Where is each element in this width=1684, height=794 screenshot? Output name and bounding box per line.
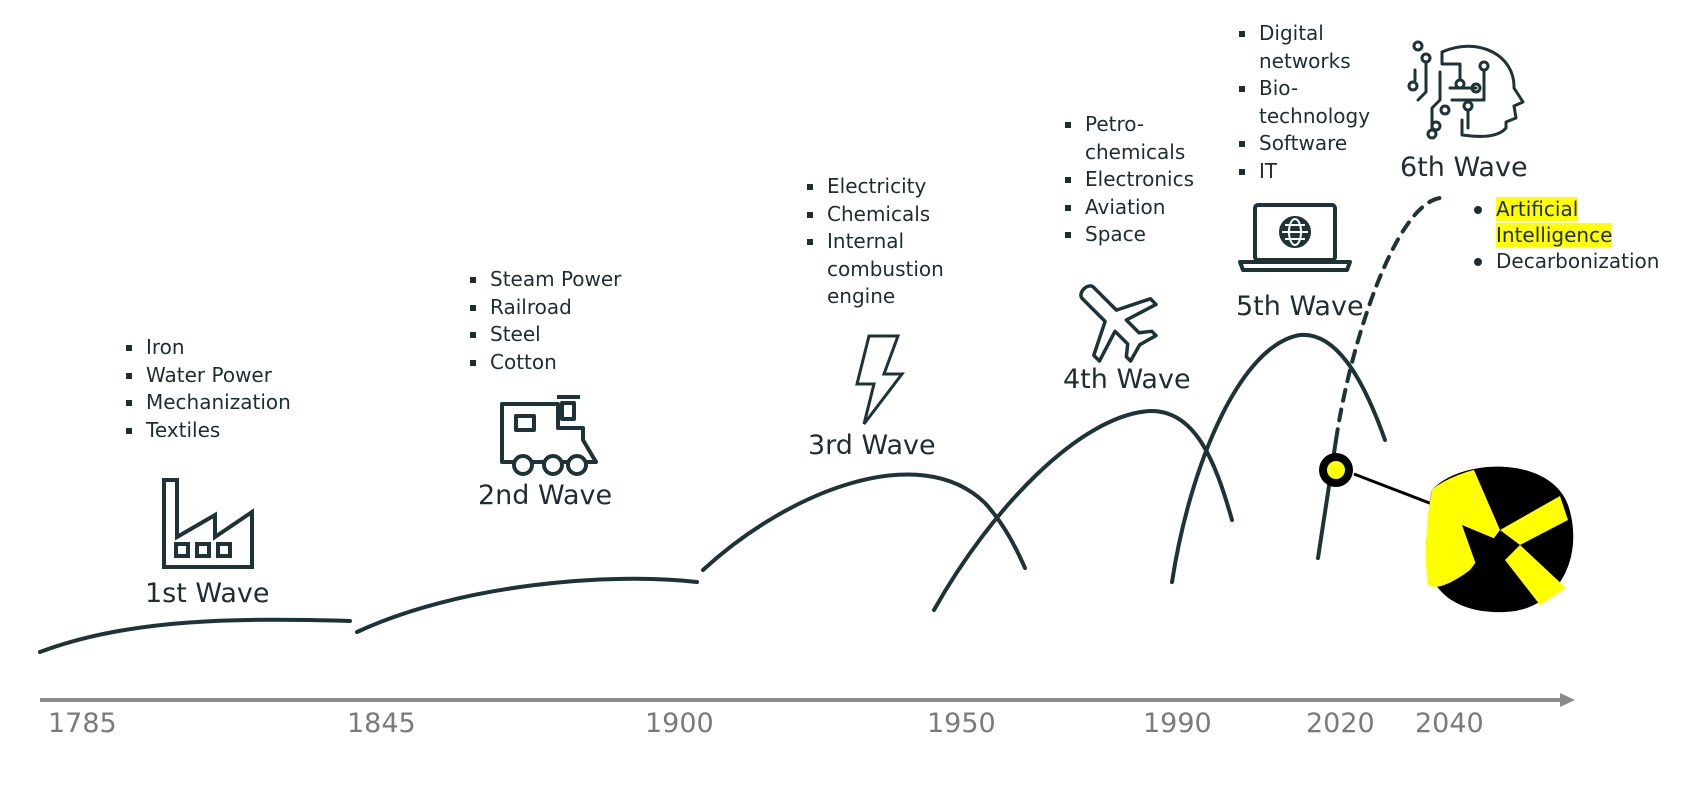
year-label-1900: 1900 [645, 708, 714, 739]
lightning-icon [855, 334, 906, 425]
wave-5-label: 5th Wave [1236, 291, 1364, 322]
brand-logo-icon [1425, 466, 1574, 613]
train-icon [500, 395, 598, 476]
wave-6-items: Artificial Intelligence Decarbonization [1474, 196, 1674, 274]
wave-4-curve [932, 408, 1234, 612]
year-label-2020: 2020 [1306, 708, 1375, 739]
list-item: Internal combustion engine [805, 228, 945, 311]
wave-1-curve [38, 617, 352, 654]
highlighted-text: Artificial Intelligence [1496, 197, 1613, 247]
wave-4-label: 4th Wave [1063, 364, 1191, 395]
list-item: Iron [124, 334, 291, 362]
list-item: Digital networks [1237, 20, 1362, 75]
wave-5-items: Digital networks Bio-technology Software… [1237, 20, 1370, 186]
wave-3-items: Electricity Chemicals Internal combustio… [805, 173, 945, 311]
wave-6-curve-dashed [1334, 196, 1442, 442]
wave-2-items: Steam Power Railroad Steel Cotton [468, 266, 621, 376]
list-item: Railroad [468, 294, 621, 322]
wave-6-label: 6th Wave [1400, 152, 1528, 183]
list-item: Electronics [1063, 166, 1198, 194]
list-item: Textiles [124, 417, 291, 445]
list-item: Petro-chemicals [1063, 111, 1198, 166]
list-item: Space [1063, 221, 1198, 249]
year-label-1990: 1990 [1143, 708, 1212, 739]
year-label-2040: 2040 [1415, 708, 1484, 739]
wave-1-label: 1st Wave [145, 578, 270, 609]
wave-5-curve [1170, 332, 1387, 584]
list-item: Decarbonization [1474, 248, 1674, 274]
list-item: Artificial Intelligence [1474, 196, 1616, 248]
wave-2-curve [355, 576, 699, 634]
current-position-marker [1319, 453, 1353, 487]
timeline-axis [40, 693, 1575, 707]
factory-icon [162, 478, 254, 569]
list-item: Software [1237, 130, 1362, 158]
year-label-1785: 1785 [48, 708, 117, 739]
year-label-1950: 1950 [927, 708, 996, 739]
year-label-1845: 1845 [347, 708, 416, 739]
list-item: Steam Power [468, 266, 621, 294]
wave-4-items: Petro-chemicals Electronics Aviation Spa… [1063, 111, 1198, 249]
wave-3-curve [701, 472, 1027, 572]
list-item: Water Power [124, 362, 291, 390]
list-item: Mechanization [124, 389, 291, 417]
list-item: Aviation [1063, 194, 1198, 222]
ai-head-icon [1407, 40, 1525, 140]
list-item: IT [1237, 158, 1362, 186]
logo-connector-line [1353, 472, 1433, 506]
laptop-globe-icon [1238, 203, 1352, 272]
wave-2-label: 2nd Wave [478, 480, 613, 511]
airplane-icon [1079, 284, 1158, 363]
wave-1-items: Iron Water Power Mechanization Textiles [124, 334, 291, 444]
list-item: Electricity [805, 173, 945, 201]
list-item: Chemicals [805, 201, 945, 229]
wave-3-label: 3rd Wave [808, 430, 936, 461]
list-item: Bio-technology [1237, 75, 1370, 130]
list-item: Steel [468, 321, 621, 349]
list-item: Cotton [468, 349, 621, 377]
